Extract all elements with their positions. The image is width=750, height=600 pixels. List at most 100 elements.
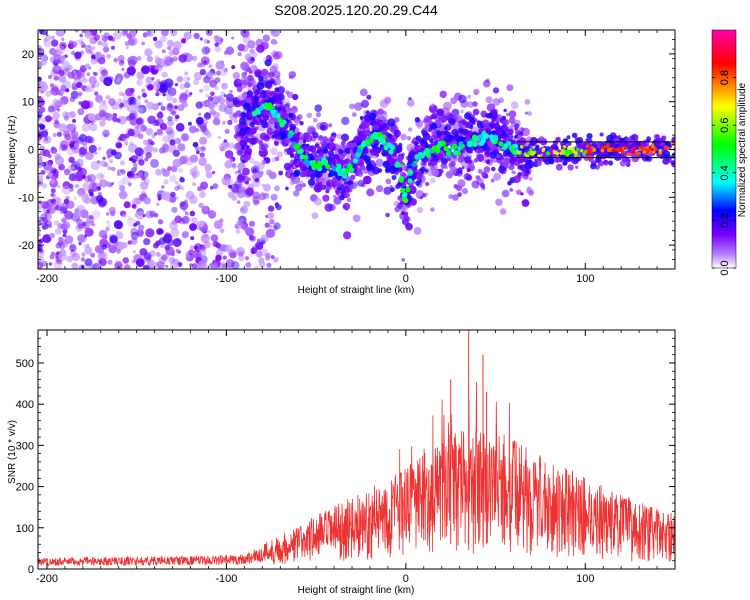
ridge-point: [562, 145, 567, 149]
signal-blob: [451, 108, 460, 117]
noise-blob: [101, 244, 108, 250]
halo-blob: [590, 163, 597, 170]
halo-blob: [290, 123, 296, 130]
noise-blob: [58, 146, 63, 151]
noise-blob: [156, 260, 165, 269]
halo-blob: [251, 101, 259, 110]
noise-blob: [38, 264, 41, 269]
noise-blob: [45, 90, 52, 97]
noise-blob: [143, 238, 151, 246]
noise-blob: [240, 44, 249, 53]
signal-blob: [236, 149, 243, 156]
noise-blob: [60, 223, 69, 231]
noise-blob: [161, 191, 171, 201]
noise-blob: [160, 244, 164, 249]
ridge-point: [386, 142, 392, 148]
y-tick-label: 10: [22, 97, 34, 109]
signal-blob: [306, 112, 313, 119]
halo-blob: [567, 141, 572, 146]
noise-blob: [71, 166, 75, 170]
noise-blob: [38, 106, 46, 113]
signal-blob: [285, 90, 290, 95]
ridge-point: [637, 151, 641, 156]
halo-blob: [240, 112, 247, 118]
halo-blob: [238, 117, 247, 125]
noise-blob: [193, 71, 203, 81]
noise-blob: [127, 143, 138, 153]
x-tick-label: 100: [576, 273, 594, 285]
signal-blob: [510, 101, 519, 110]
halo-blob: [431, 160, 437, 166]
signal-blob: [492, 87, 500, 94]
noise-blob: [144, 157, 149, 162]
noise-blob: [88, 144, 97, 154]
noise-blob: [201, 46, 210, 55]
noise-blob: [212, 171, 216, 175]
noise-blob: [77, 90, 83, 96]
noise-blob: [166, 94, 173, 102]
noise-blob: [51, 105, 58, 111]
noise-blob: [111, 166, 116, 172]
noise-blob: [94, 51, 102, 59]
halo-blob: [250, 126, 257, 134]
noise-blob: [185, 253, 191, 259]
noise-blob: [175, 114, 180, 120]
noise-blob: [106, 54, 111, 59]
noise-blob: [74, 208, 80, 214]
signal-blob: [250, 64, 258, 71]
ridge-point: [443, 145, 449, 152]
noise-blob: [118, 91, 124, 96]
signal-blob: [508, 116, 516, 124]
halo-blob: [422, 162, 426, 166]
noise-blob: [92, 223, 96, 227]
noise-blob: [134, 107, 140, 112]
noise-blob: [180, 38, 187, 44]
noise-blob: [153, 261, 160, 268]
noise-blob: [156, 128, 163, 135]
noise-blob: [68, 187, 74, 192]
halo-blob: [450, 161, 456, 167]
noise-blob: [269, 219, 275, 225]
signal-blob: [376, 185, 384, 193]
noise-blob: [175, 196, 180, 200]
noise-blob: [97, 40, 103, 46]
signal-blob: [509, 188, 514, 192]
signal-blob: [513, 171, 517, 175]
noise-blob: [51, 146, 55, 151]
noise-blob: [178, 54, 187, 63]
noise-blob: [55, 30, 66, 37]
noise-blob: [209, 262, 215, 269]
ridge-point: [264, 104, 270, 110]
halo-blob: [361, 155, 367, 161]
signal-blob: [306, 125, 316, 135]
noise-blob: [120, 59, 125, 64]
halo-blob: [277, 135, 281, 140]
noise-blob: [64, 235, 74, 244]
noise-blob: [78, 241, 82, 246]
noise-blob: [42, 234, 52, 244]
halo-blob: [625, 162, 631, 167]
noise-blob: [214, 86, 219, 90]
noise-blob: [56, 207, 61, 212]
halo-blob: [444, 126, 448, 131]
halo-blob: [430, 123, 438, 130]
noise-blob: [191, 263, 198, 269]
signal-blob: [284, 103, 290, 109]
noise-blob: [119, 185, 126, 192]
noise-blob: [68, 156, 75, 163]
noise-blob: [195, 116, 204, 125]
noise-blob: [82, 78, 88, 84]
noise-blob: [152, 147, 159, 153]
halo-blob: [393, 167, 398, 172]
noise-blob: [56, 131, 63, 137]
noise-blob: [102, 41, 108, 48]
signal-blob: [501, 189, 510, 198]
noise-blob: [172, 149, 180, 157]
noise-blob: [174, 185, 180, 192]
signal-blob: [277, 86, 286, 94]
noise-blob: [77, 234, 86, 243]
noise-blob: [142, 214, 146, 218]
halo-blob: [274, 87, 280, 93]
noise-blob: [247, 40, 256, 49]
ridge-point: [400, 187, 406, 193]
